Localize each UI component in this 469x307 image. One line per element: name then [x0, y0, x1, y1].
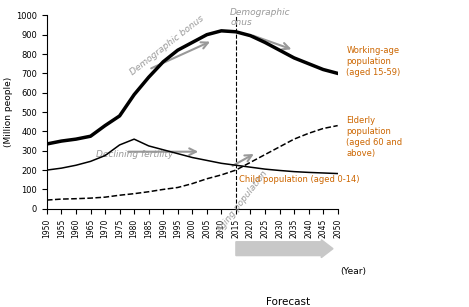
Text: Working-age
population
(aged 15-59): Working-age population (aged 15-59)	[347, 46, 401, 77]
Text: Aging population: Aging population	[216, 169, 270, 235]
Text: Demographic bonus: Demographic bonus	[129, 14, 205, 77]
Text: Child population (aged 0-14): Child population (aged 0-14)	[239, 175, 359, 184]
Y-axis label: (Million people): (Million people)	[4, 77, 14, 147]
Text: Elderly
population
(aged 60 and
above): Elderly population (aged 60 and above)	[347, 116, 402, 158]
Text: (Year): (Year)	[340, 267, 367, 276]
Text: Demographic
onus: Demographic onus	[230, 8, 291, 27]
Text: Forecast: Forecast	[266, 297, 310, 307]
Text: Declining fertility: Declining fertility	[96, 150, 174, 159]
